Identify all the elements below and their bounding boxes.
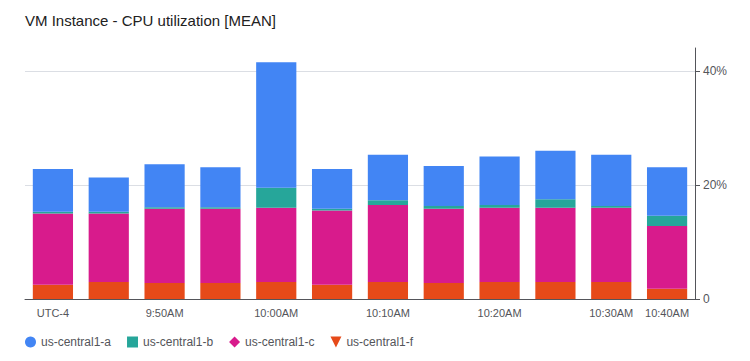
svg-text:40%: 40% (703, 64, 727, 78)
svg-text:9:50AM: 9:50AM (146, 307, 184, 319)
svg-text:10:40AM: 10:40AM (645, 307, 689, 319)
svg-text:us-central1-c: us-central1-c (245, 335, 314, 349)
svg-text:us-central1-f: us-central1-f (346, 335, 413, 349)
svg-text:10:30AM: 10:30AM (589, 307, 633, 319)
svg-text:UTC-4: UTC-4 (37, 307, 69, 319)
svg-text:us-central1-a: us-central1-a (41, 335, 111, 349)
svg-text:us-central1-b: us-central1-b (143, 335, 213, 349)
svg-text:10:10AM: 10:10AM (366, 307, 410, 319)
svg-text:0: 0 (703, 292, 710, 306)
svg-text:10:00AM: 10:00AM (254, 307, 298, 319)
svg-text:10:20AM: 10:20AM (478, 307, 522, 319)
svg-text:VM Instance - CPU utilization: VM Instance - CPU utilization [MEAN] (25, 12, 276, 29)
svg-text:20%: 20% (703, 178, 727, 192)
